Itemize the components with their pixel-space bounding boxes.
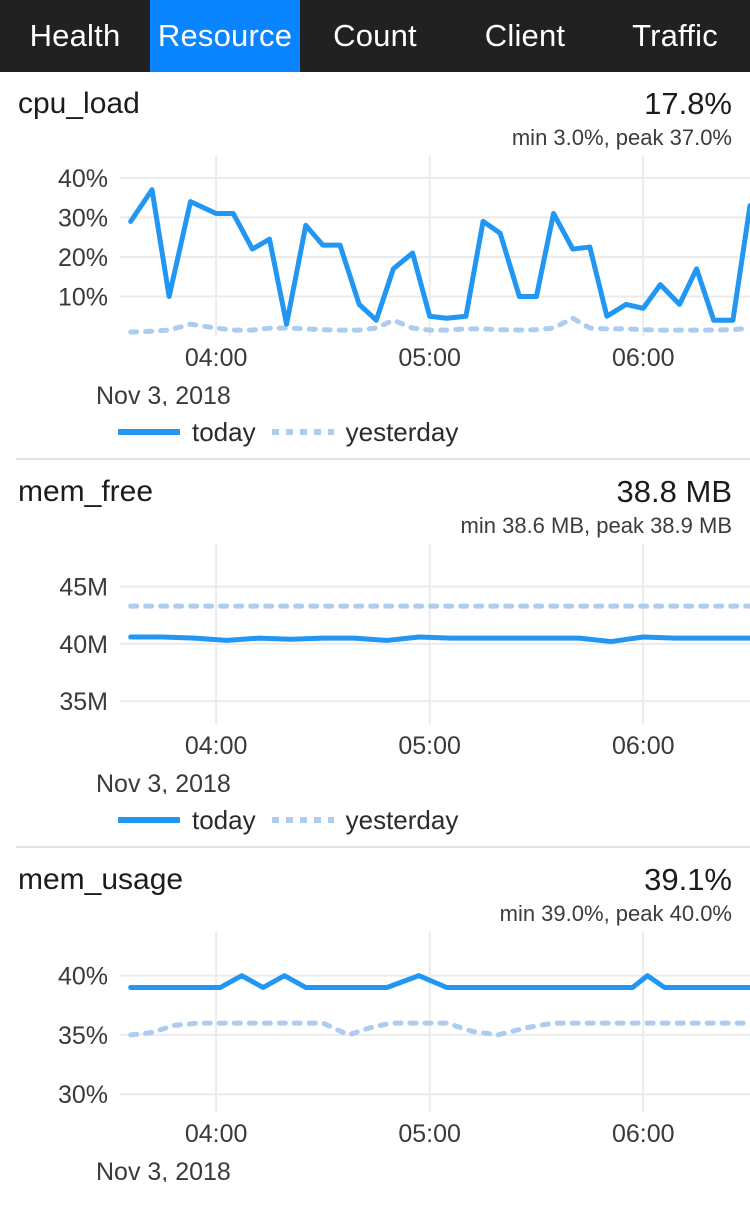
chart-cpu-load[interactable]: 10% 20% 30% 40% 04:00 05:00 06:00 Nov 3, 2018 [0, 156, 750, 406]
legend-label-yesterday: yesterday [345, 416, 459, 447]
metric-header: mem_usage 39.1% min 39.0%, peak 40.0% [0, 848, 750, 932]
y-axis-tick-label: 40% [58, 963, 108, 991]
chart-date-label: Nov 3, 2018 [96, 1158, 231, 1182]
legend-label-today: today [192, 804, 256, 835]
x-axis-tick-label: 06:00 [612, 732, 675, 760]
y-axis-tick-label: 30% [58, 204, 108, 232]
y-axis-tick-label: 35M [59, 688, 108, 716]
legend-swatch-dotted-icon [271, 429, 334, 435]
tab-count[interactable]: Count [300, 0, 450, 72]
chart-mem-free[interactable]: 35M 40M 45M 04:00 05:00 06:00 Nov 3, 2018 [0, 544, 750, 794]
y-axis-tick-label: 30% [58, 1081, 108, 1109]
legend-item-yesterday[interactable]: yesterday [271, 416, 459, 448]
series-line-today [128, 973, 750, 990]
x-axis-tick-label: 06:00 [612, 1120, 675, 1148]
tab-label: Traffic [632, 18, 718, 53]
tab-label: Count [333, 18, 417, 53]
y-axis-tick-label: 35% [58, 1022, 108, 1050]
x-axis-tick-label: 05:00 [398, 732, 461, 760]
series-line-today [128, 187, 750, 327]
tab-label: Resource [157, 18, 293, 53]
chart-date-label: Nov 3, 2018 [96, 770, 231, 794]
y-axis-tick-label: 10% [58, 283, 108, 311]
chart-svg: 30% 35% 40% 04:00 05:00 06:00 Nov 3, 2018 [58, 932, 750, 1182]
metric-section-mem-usage: mem_usage 39.1% min 39.0%, peak 40.0% 30… [0, 846, 750, 1182]
legend-label-yesterday: yesterday [345, 804, 459, 835]
series-line-yesterday [128, 315, 750, 335]
metric-current-value: 39.1% [644, 862, 732, 897]
metric-current-value: 17.8% [644, 86, 732, 121]
series-line-today [128, 634, 750, 645]
tab-resource[interactable]: Resource [150, 0, 300, 72]
metric-min-peak: min 38.6 MB, peak 38.9 MB [460, 513, 732, 538]
metric-section-mem-free: mem_free 38.8 MB min 38.6 MB, peak 38.9 … [0, 458, 750, 846]
chart-svg: 35M 40M 45M 04:00 05:00 06:00 Nov 3, 2018 [59, 544, 750, 794]
tab-bar: Health Resource Count Client Traffic [0, 0, 750, 72]
metric-min-peak: min 39.0%, peak 40.0% [499, 901, 732, 926]
chart-legend: today yesterday [0, 794, 750, 846]
metric-name: cpu_load [18, 87, 140, 120]
x-axis-tick-label: 06:00 [612, 344, 675, 372]
metric-section-cpu-load: cpu_load 17.8% min 3.0%, peak 37.0% 10% 2… [0, 72, 750, 458]
metric-name: mem_usage [18, 863, 184, 896]
x-axis-tick-label: 04:00 [185, 732, 248, 760]
legend-swatch-dotted-icon [271, 817, 334, 823]
y-axis-tick-label: 20% [58, 244, 108, 272]
tab-label: Health [29, 18, 121, 53]
y-axis-tick-label: 40% [58, 165, 108, 193]
x-axis-tick-label: 04:00 [185, 1120, 248, 1148]
legend-item-today[interactable]: today [118, 417, 256, 448]
metric-current-value: 38.8 MB [616, 474, 732, 509]
legend-swatch-solid-icon [118, 817, 180, 823]
chart-mem-usage[interactable]: 30% 35% 40% 04:00 05:00 06:00 Nov 3, 2018 [0, 932, 750, 1182]
legend-item-yesterday[interactable]: yesterday [271, 804, 459, 836]
metric-min-peak: min 3.0%, peak 37.0% [511, 125, 732, 150]
metric-name: mem_free [18, 475, 154, 508]
legend-item-today[interactable]: today [118, 805, 256, 836]
tab-client[interactable]: Client [450, 0, 600, 72]
tab-traffic[interactable]: Traffic [600, 0, 750, 72]
y-axis-tick-label: 40M [59, 631, 108, 659]
metric-header: mem_free 38.8 MB min 38.6 MB, peak 38.9 … [0, 460, 750, 544]
metric-header: cpu_load 17.8% min 3.0%, peak 37.0% [0, 72, 750, 156]
legend-swatch-solid-icon [118, 429, 180, 435]
legend-label-today: today [192, 416, 256, 447]
tab-health[interactable]: Health [0, 0, 150, 72]
series-line-yesterday [128, 1020, 750, 1038]
section-divider [16, 458, 750, 460]
x-axis-tick-label: 04:00 [185, 344, 248, 372]
chart-legend: today yesterday [0, 406, 750, 458]
section-divider [16, 846, 750, 848]
x-axis-tick-label: 05:00 [398, 344, 461, 372]
x-axis-tick-label: 05:00 [398, 1120, 461, 1148]
chart-date-label: Nov 3, 2018 [96, 382, 231, 406]
tab-label: Client [484, 18, 566, 53]
chart-svg: 10% 20% 30% 40% 04:00 05:00 06:00 Nov 3, 2018 [58, 156, 750, 406]
y-axis-tick-label: 45M [59, 574, 108, 602]
